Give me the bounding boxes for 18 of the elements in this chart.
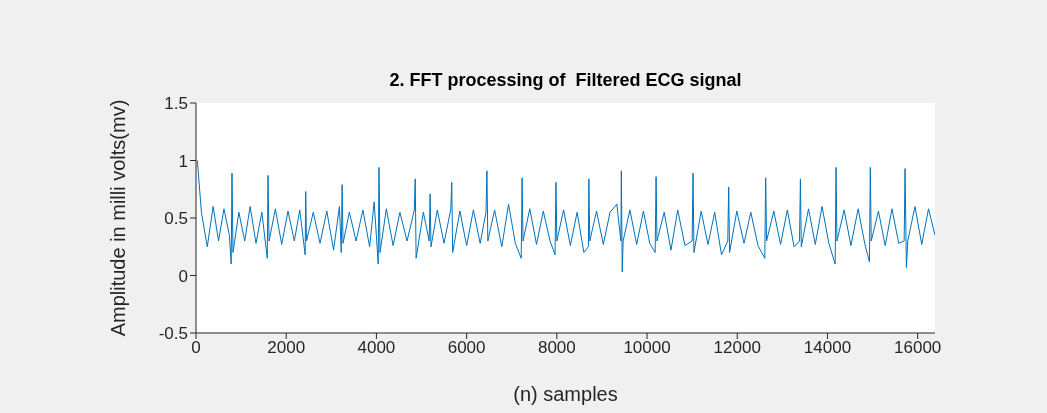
y-tick-label: 0 bbox=[178, 266, 188, 286]
line-series bbox=[196, 160, 935, 273]
chart-title: 2. FFT processing of Filtered ECG signal bbox=[388, 70, 743, 91]
x-tick-label: 8000 bbox=[537, 338, 576, 358]
x-tick-label: 14000 bbox=[803, 338, 852, 358]
x-tick-label: 0 bbox=[191, 338, 201, 358]
y-tick-label: 1 bbox=[178, 151, 188, 171]
x-axis-title: (n) samples bbox=[513, 383, 618, 405]
x-tick-label: 10000 bbox=[623, 338, 671, 358]
x-tick-label: 16000 bbox=[894, 338, 942, 358]
x-tick-label: 4000 bbox=[357, 338, 396, 358]
x-tick-label: 12000 bbox=[713, 338, 761, 358]
x-tick-label: 2000 bbox=[267, 338, 306, 358]
x-tick-label: 6000 bbox=[447, 338, 486, 358]
y-tick-label: -0.5 bbox=[158, 324, 188, 344]
y-tick-label: 0.5 bbox=[164, 209, 188, 229]
y-axis-title: Amplitude in milli volts(mv) bbox=[107, 99, 130, 337]
y-tick-label: 1.5 bbox=[164, 94, 188, 114]
